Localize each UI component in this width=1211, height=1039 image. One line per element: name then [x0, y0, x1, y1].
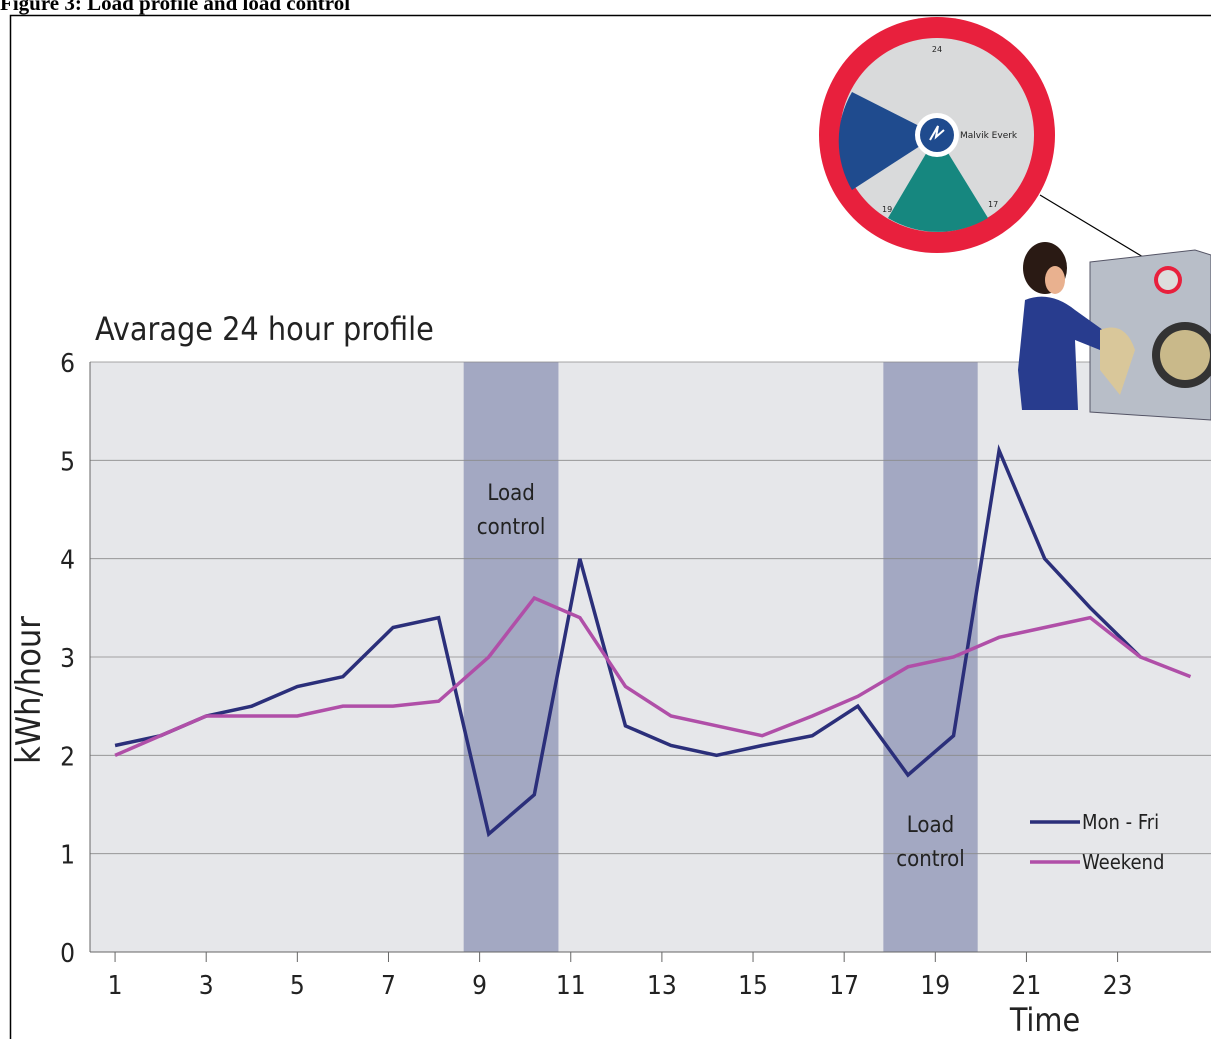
y-tick-label: 3 [60, 644, 75, 674]
legend-label: Weekend [1082, 850, 1164, 874]
chart-title: Avarage 24 hour profile [95, 310, 434, 348]
x-tick-label: 1 [108, 971, 123, 1001]
x-tick-label: 13 [647, 971, 677, 1001]
band-label: control [477, 515, 546, 540]
y-axis-label: kWh/hour [9, 616, 49, 764]
clock-label: 24 [932, 45, 942, 54]
y-tick-label: 2 [60, 742, 75, 772]
clock-label: 17 [988, 200, 998, 209]
x-tick-label: 11 [556, 971, 586, 1001]
x-tick-label: 17 [829, 971, 859, 1001]
x-axis-label: Time [1009, 1001, 1080, 1039]
band-label: Load [907, 813, 954, 838]
y-tick-label: 0 [60, 939, 75, 969]
y-tick-label: 1 [60, 841, 75, 871]
machine-clock [1158, 270, 1178, 290]
figure-frame [9, 14, 1211, 1039]
figure-caption: Figure 3: Load profile and load control [0, 0, 350, 15]
clock-wedge [888, 135, 988, 232]
logo-bolt [929, 125, 945, 141]
person-body [1018, 296, 1110, 410]
legend-label: Mon - Fri [1082, 810, 1159, 834]
x-tick-label: 3 [199, 971, 214, 1001]
x-tick-label: 15 [738, 971, 768, 1001]
y-tick-label: 6 [60, 349, 75, 379]
x-tick-label: 7 [381, 971, 396, 1001]
x-tick-label: 21 [1012, 971, 1042, 1001]
clock-illustration: Malvik Everk 24 17 19 [819, 17, 1159, 267]
band-label: control [896, 847, 965, 872]
x-tick-label: 23 [1103, 971, 1133, 1001]
series-line [114, 595, 1192, 757]
person-face [1045, 266, 1065, 294]
x-tick-label: 9 [472, 971, 487, 1001]
y-tick-label: 5 [60, 447, 75, 477]
x-tick-label: 19 [920, 971, 950, 1001]
brand: Malvik Everk [960, 131, 1018, 141]
y-tick-label: 4 [60, 546, 75, 576]
machine-door [1160, 330, 1210, 380]
clock-label: 19 [882, 205, 892, 214]
laundry-illustration [1018, 242, 1211, 421]
x-tick-label: 5 [290, 971, 305, 1001]
series-line [114, 444, 1142, 838]
band-label: Load [487, 481, 534, 506]
laundry [1100, 327, 1135, 395]
pointer-arrow [1039, 194, 1159, 267]
clock-wedge [838, 92, 937, 190]
